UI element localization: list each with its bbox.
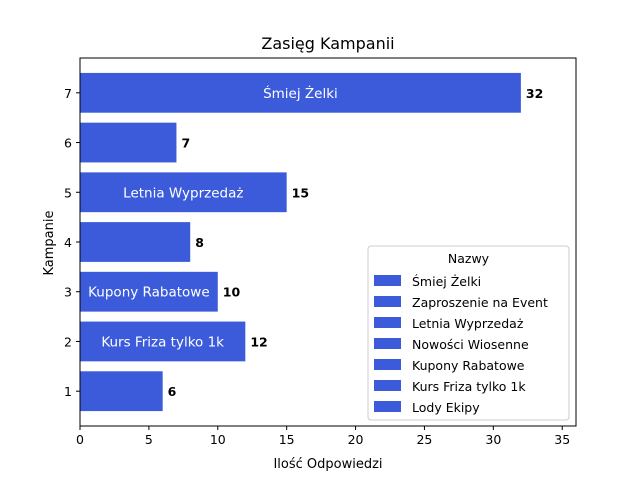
bar-value-label: 15: [292, 185, 309, 200]
bar-value-label: 7: [181, 136, 190, 151]
y-tick-label: 6: [64, 136, 72, 151]
bar-6: [80, 122, 177, 163]
x-tick-label: 15: [279, 432, 295, 447]
bar-inner-label: Kurs Friza tylko 1k: [101, 334, 224, 350]
bar-value-label: 12: [250, 334, 267, 349]
legend-swatch: [374, 317, 401, 328]
x-axis-label: Ilość Odpowiedzi: [273, 457, 382, 472]
bar-4: [80, 222, 191, 262]
legend-title: Nazwy: [448, 251, 490, 266]
legend-swatch: [374, 380, 401, 391]
legend-entry: Śmiej Żelki: [412, 274, 481, 289]
bar-5: [80, 172, 287, 213]
y-tick-label: 3: [64, 285, 72, 300]
legend-swatch: [374, 401, 401, 412]
bar-inner-label: Kupony Rabatowe: [88, 285, 210, 301]
chart-title: Zasięg Kampanii: [261, 34, 394, 53]
bar-value-label: 10: [223, 285, 241, 300]
legend: Nazwy Śmiej Żelki Zaproszenie na Event Letn…: [367, 245, 570, 421]
legend-swatch: [374, 338, 401, 349]
y-tick-label: 2: [64, 334, 72, 349]
x-tick-label: 10: [210, 432, 226, 447]
legend-entry: Lody Ekipy: [412, 400, 480, 415]
legend-entry: Zaproszenie na Event: [412, 295, 548, 310]
legend-swatch: [374, 296, 401, 307]
x-tick-label: 0: [76, 432, 84, 447]
bar-value-label: 6: [168, 384, 177, 399]
x-tick-label: 35: [554, 432, 570, 447]
bar-2: [80, 321, 246, 362]
bar-1: [80, 371, 163, 412]
legend-swatch: [374, 359, 401, 370]
legend-entry: Kurs Friza tylko 1k: [412, 379, 526, 394]
bar-value-label: 8: [195, 235, 204, 250]
legend-entry: Letnia Wyprzedaż: [412, 316, 524, 331]
x-tick-label: 20: [348, 432, 364, 447]
bar-3: [80, 271, 218, 312]
y-tick-label: 1: [64, 384, 72, 399]
y-tick-label: 7: [64, 86, 72, 101]
bar-inner-label: Śmiej Żelki: [263, 84, 338, 102]
x-tick-label: 5: [145, 432, 153, 447]
y-axis-label: Kampanie: [42, 211, 57, 276]
legend-swatch: [374, 275, 401, 286]
bar-value-label: 32: [526, 86, 543, 101]
x-tick-label: 25: [416, 432, 432, 447]
legend-entry: Kupony Rabatowe: [412, 358, 525, 373]
y-tick-label: 4: [64, 235, 72, 250]
y-tick-label: 5: [64, 185, 72, 200]
x-tick-label: 30: [485, 432, 501, 447]
legend-entry: Nowości Wiosenne: [412, 337, 529, 352]
bar-7: [80, 72, 521, 113]
legend-box: [367, 245, 570, 421]
bar-inner-label: Letnia Wyprzedaż: [123, 185, 243, 201]
